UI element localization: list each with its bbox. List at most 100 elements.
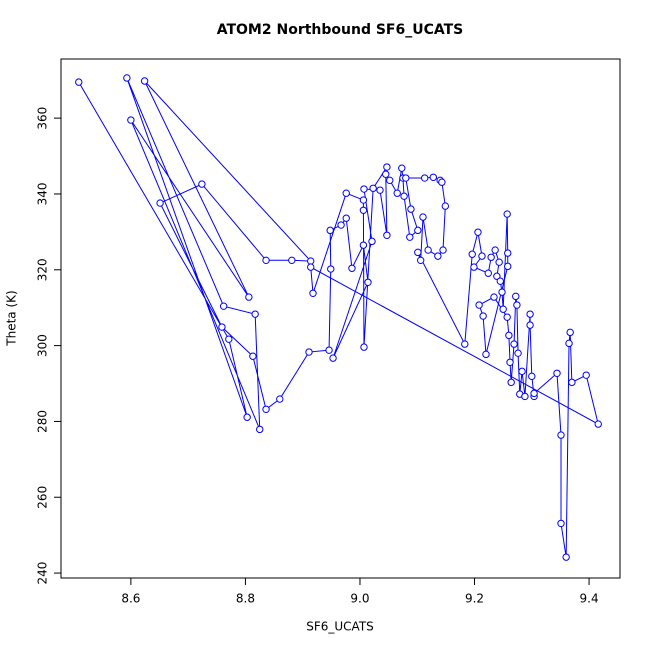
x-tick-label: 8.6 <box>121 592 140 606</box>
data-point <box>288 256 296 265</box>
data-point <box>513 301 521 309</box>
data-point <box>557 519 565 528</box>
data-point <box>530 389 538 398</box>
data-point <box>429 173 437 181</box>
data-point <box>123 74 131 82</box>
x-axis-label: SF6_UCATS <box>306 620 374 634</box>
data-point <box>400 192 408 200</box>
data-point <box>493 272 501 280</box>
data-point <box>359 206 368 214</box>
data-point <box>309 289 317 297</box>
data-point <box>407 205 415 213</box>
y-tick-label: 240 <box>36 562 50 585</box>
data-point <box>383 231 391 239</box>
data-point <box>219 302 228 310</box>
data-point <box>438 178 446 186</box>
data-point <box>498 288 506 296</box>
data-point <box>526 310 534 318</box>
data-point <box>420 174 429 182</box>
y-tick-label: 280 <box>36 410 50 433</box>
data-point <box>499 305 507 313</box>
data-point <box>557 431 565 439</box>
data-point <box>521 392 529 401</box>
data-point <box>510 340 518 348</box>
data-point <box>496 277 504 285</box>
data-point <box>251 310 259 318</box>
y-tick-label: 340 <box>36 183 50 206</box>
data-point <box>218 323 226 331</box>
data-point <box>505 331 513 340</box>
data-point <box>514 349 522 357</box>
y-axis-label: Theta (K) <box>5 290 19 346</box>
data-point <box>156 199 164 207</box>
y-tick-label: 260 <box>36 486 50 509</box>
data-point <box>307 263 315 271</box>
data-point <box>506 358 514 366</box>
data-point <box>503 313 511 321</box>
data-point <box>528 372 536 381</box>
data-point <box>565 339 573 348</box>
data-point <box>369 184 377 192</box>
y-tick-label: 300 <box>36 334 50 357</box>
y-tick-label: 360 <box>36 107 50 130</box>
data-point <box>307 257 315 265</box>
data-point <box>484 269 492 277</box>
data-point <box>348 264 356 272</box>
data-point <box>342 189 350 197</box>
data-point <box>479 312 487 320</box>
data-point <box>393 189 401 197</box>
data-point <box>364 278 372 286</box>
data-point <box>225 335 233 343</box>
data-point <box>490 293 498 301</box>
data-point <box>386 176 394 185</box>
data-point <box>329 354 337 362</box>
data-point <box>482 350 490 359</box>
data-point <box>406 233 414 241</box>
data-point <box>504 262 512 271</box>
data-point <box>198 180 206 188</box>
data-point <box>414 248 422 257</box>
data-point <box>474 228 482 236</box>
data-point <box>424 246 432 254</box>
data-point <box>553 369 561 377</box>
data-point <box>526 321 534 329</box>
data-point <box>402 174 410 182</box>
data-point <box>491 246 499 254</box>
y-tick-label: 320 <box>36 258 50 281</box>
data-point <box>249 352 257 360</box>
data-point <box>262 256 270 265</box>
data-point <box>337 221 345 229</box>
data-point <box>376 186 384 194</box>
data-point <box>487 253 495 261</box>
data-point <box>245 293 253 301</box>
data-point <box>568 378 576 387</box>
data-point <box>326 226 334 235</box>
data-point <box>383 163 391 171</box>
data-point <box>360 185 368 193</box>
data-point <box>140 77 149 85</box>
data-point <box>262 405 270 413</box>
data-point <box>325 346 333 354</box>
data-point <box>127 116 135 124</box>
data-point <box>359 241 368 249</box>
data-point <box>582 371 590 379</box>
data-point <box>461 340 469 348</box>
x-tick-label: 9.4 <box>580 592 599 606</box>
data-point <box>439 246 447 254</box>
data-point <box>562 553 570 561</box>
data-point <box>305 348 313 356</box>
data-point <box>368 237 376 246</box>
x-tick-label: 9.0 <box>350 592 369 606</box>
data-point <box>504 249 512 257</box>
data-point <box>470 263 478 271</box>
data-point <box>441 202 450 210</box>
data-point <box>503 210 511 218</box>
data-point <box>507 378 515 387</box>
data-point <box>398 164 406 172</box>
data-point <box>419 213 427 221</box>
data-point <box>594 420 602 428</box>
data-point <box>256 425 264 434</box>
data-point <box>434 252 442 260</box>
